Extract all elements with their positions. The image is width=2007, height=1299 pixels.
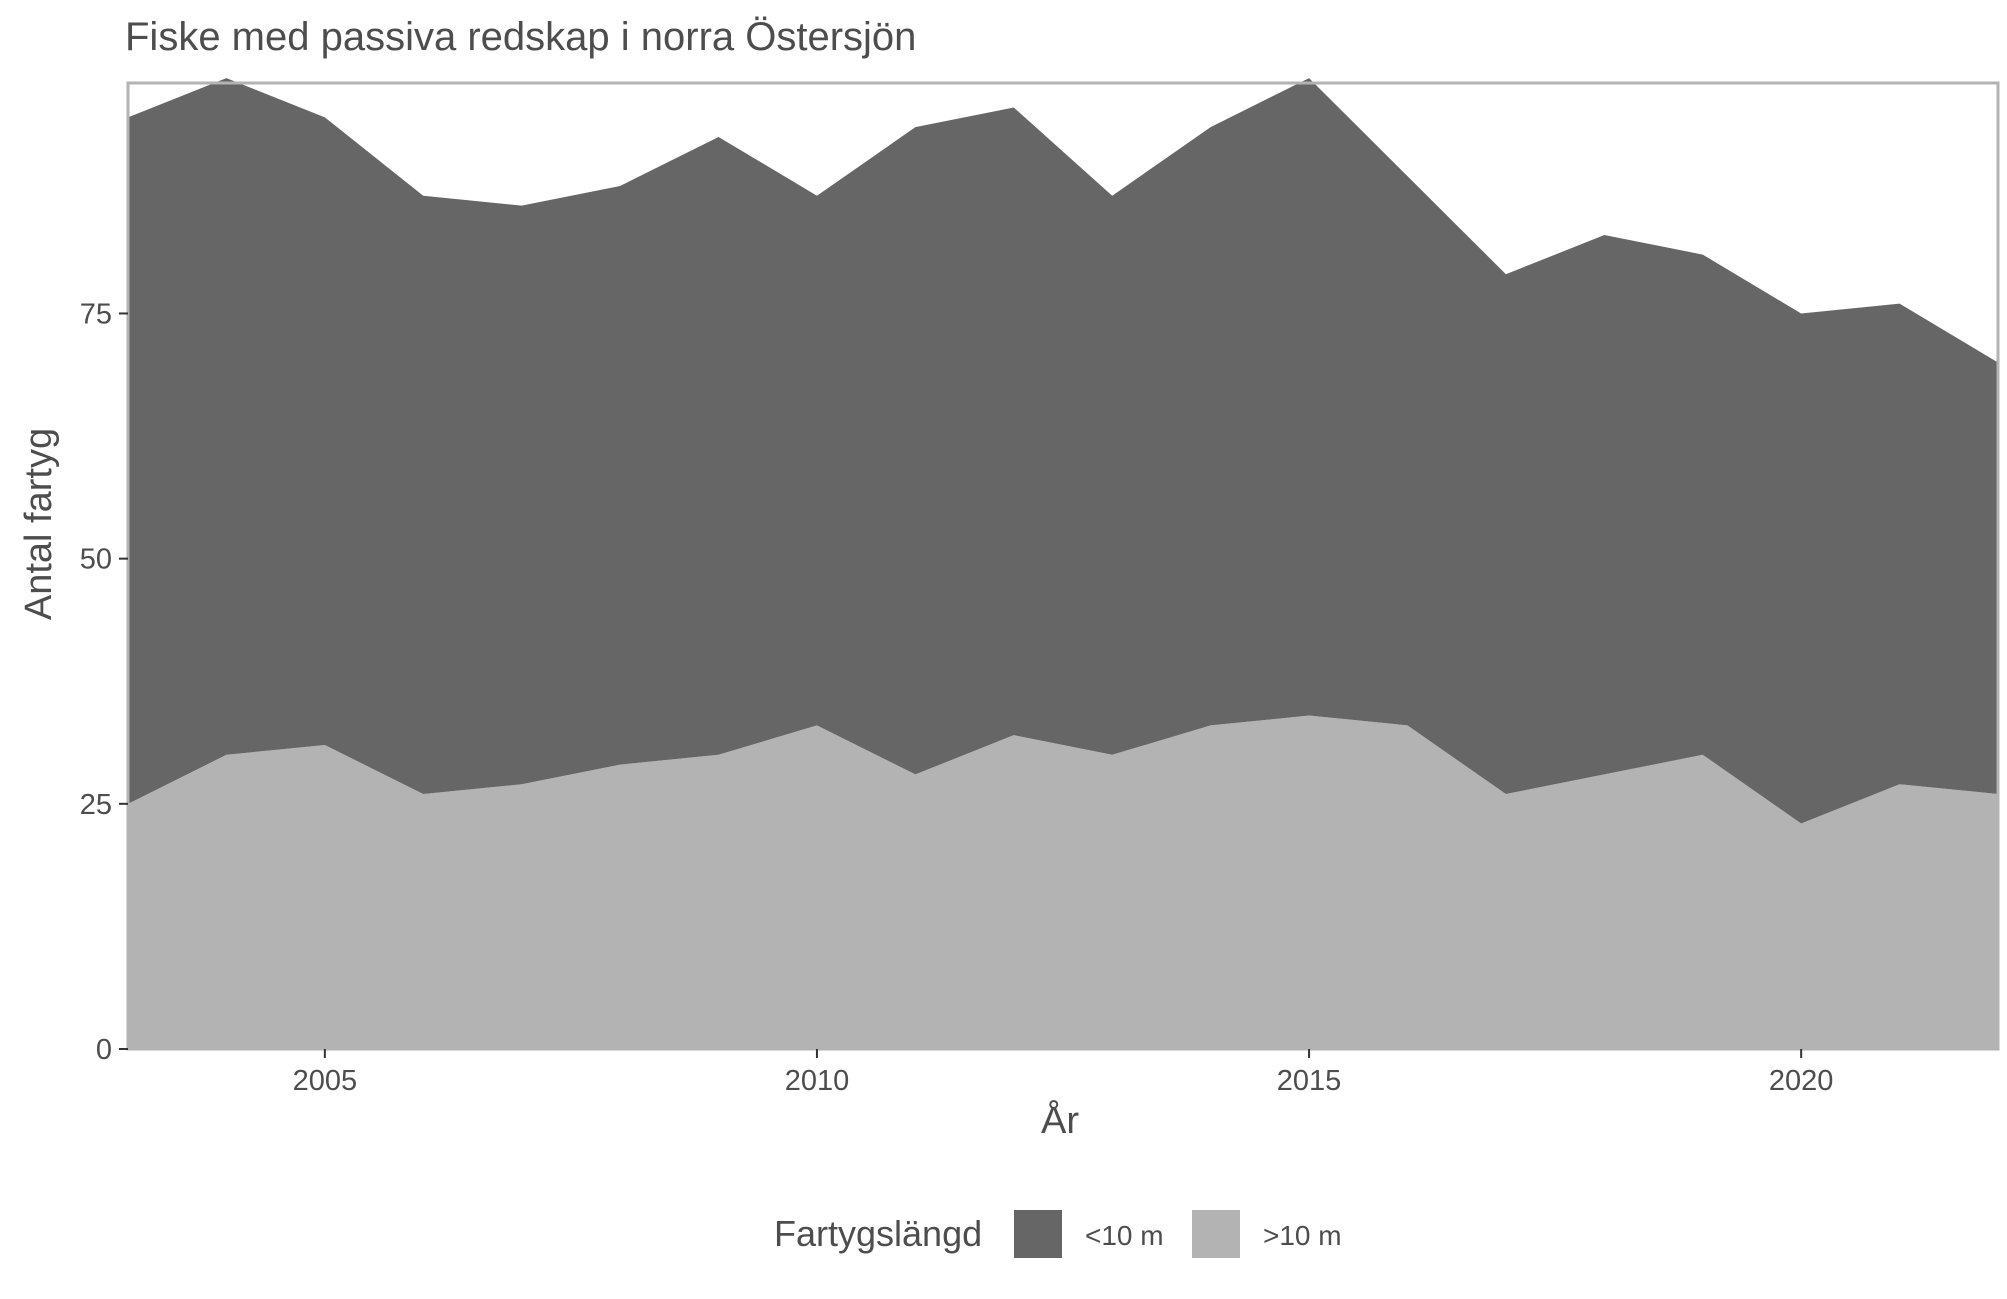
x-tick-label: 2010 — [785, 1065, 850, 1097]
legend-label: >10 m — [1263, 1220, 1342, 1251]
y-tick-label: 50 — [80, 544, 112, 576]
legend-key — [1192, 1210, 1240, 1258]
x-tick-label: 2020 — [1769, 1065, 1834, 1097]
y-tick-label: 0 — [96, 1034, 112, 1066]
y-axis-title: Antal fartyg — [18, 428, 60, 620]
legend: Fartygslängd <10 m >10 m — [774, 1210, 1342, 1258]
x-tick-label: 2015 — [1277, 1065, 1342, 1097]
area-layers — [128, 78, 1998, 1049]
y-axis: 0 25 50 75 — [80, 298, 128, 1066]
panel-border — [126, 81, 2000, 1051]
legend-label: <10 m — [1085, 1220, 1164, 1251]
y-tick-label: 25 — [80, 789, 112, 821]
y-tick-label: 75 — [80, 298, 112, 330]
x-axis-title: År — [1041, 1098, 1079, 1142]
x-tick-label: 2005 — [293, 1065, 358, 1097]
area-series-under-10m — [128, 78, 1998, 824]
area-series-over-10m — [128, 715, 1998, 1049]
legend-title: Fartygslängd — [774, 1213, 982, 1254]
x-axis: 2005 2010 2015 2020 — [293, 1049, 1834, 1097]
chart-title: Fiske med passiva redskap i norra Östers… — [125, 15, 916, 59]
legend-key — [1014, 1210, 1062, 1258]
